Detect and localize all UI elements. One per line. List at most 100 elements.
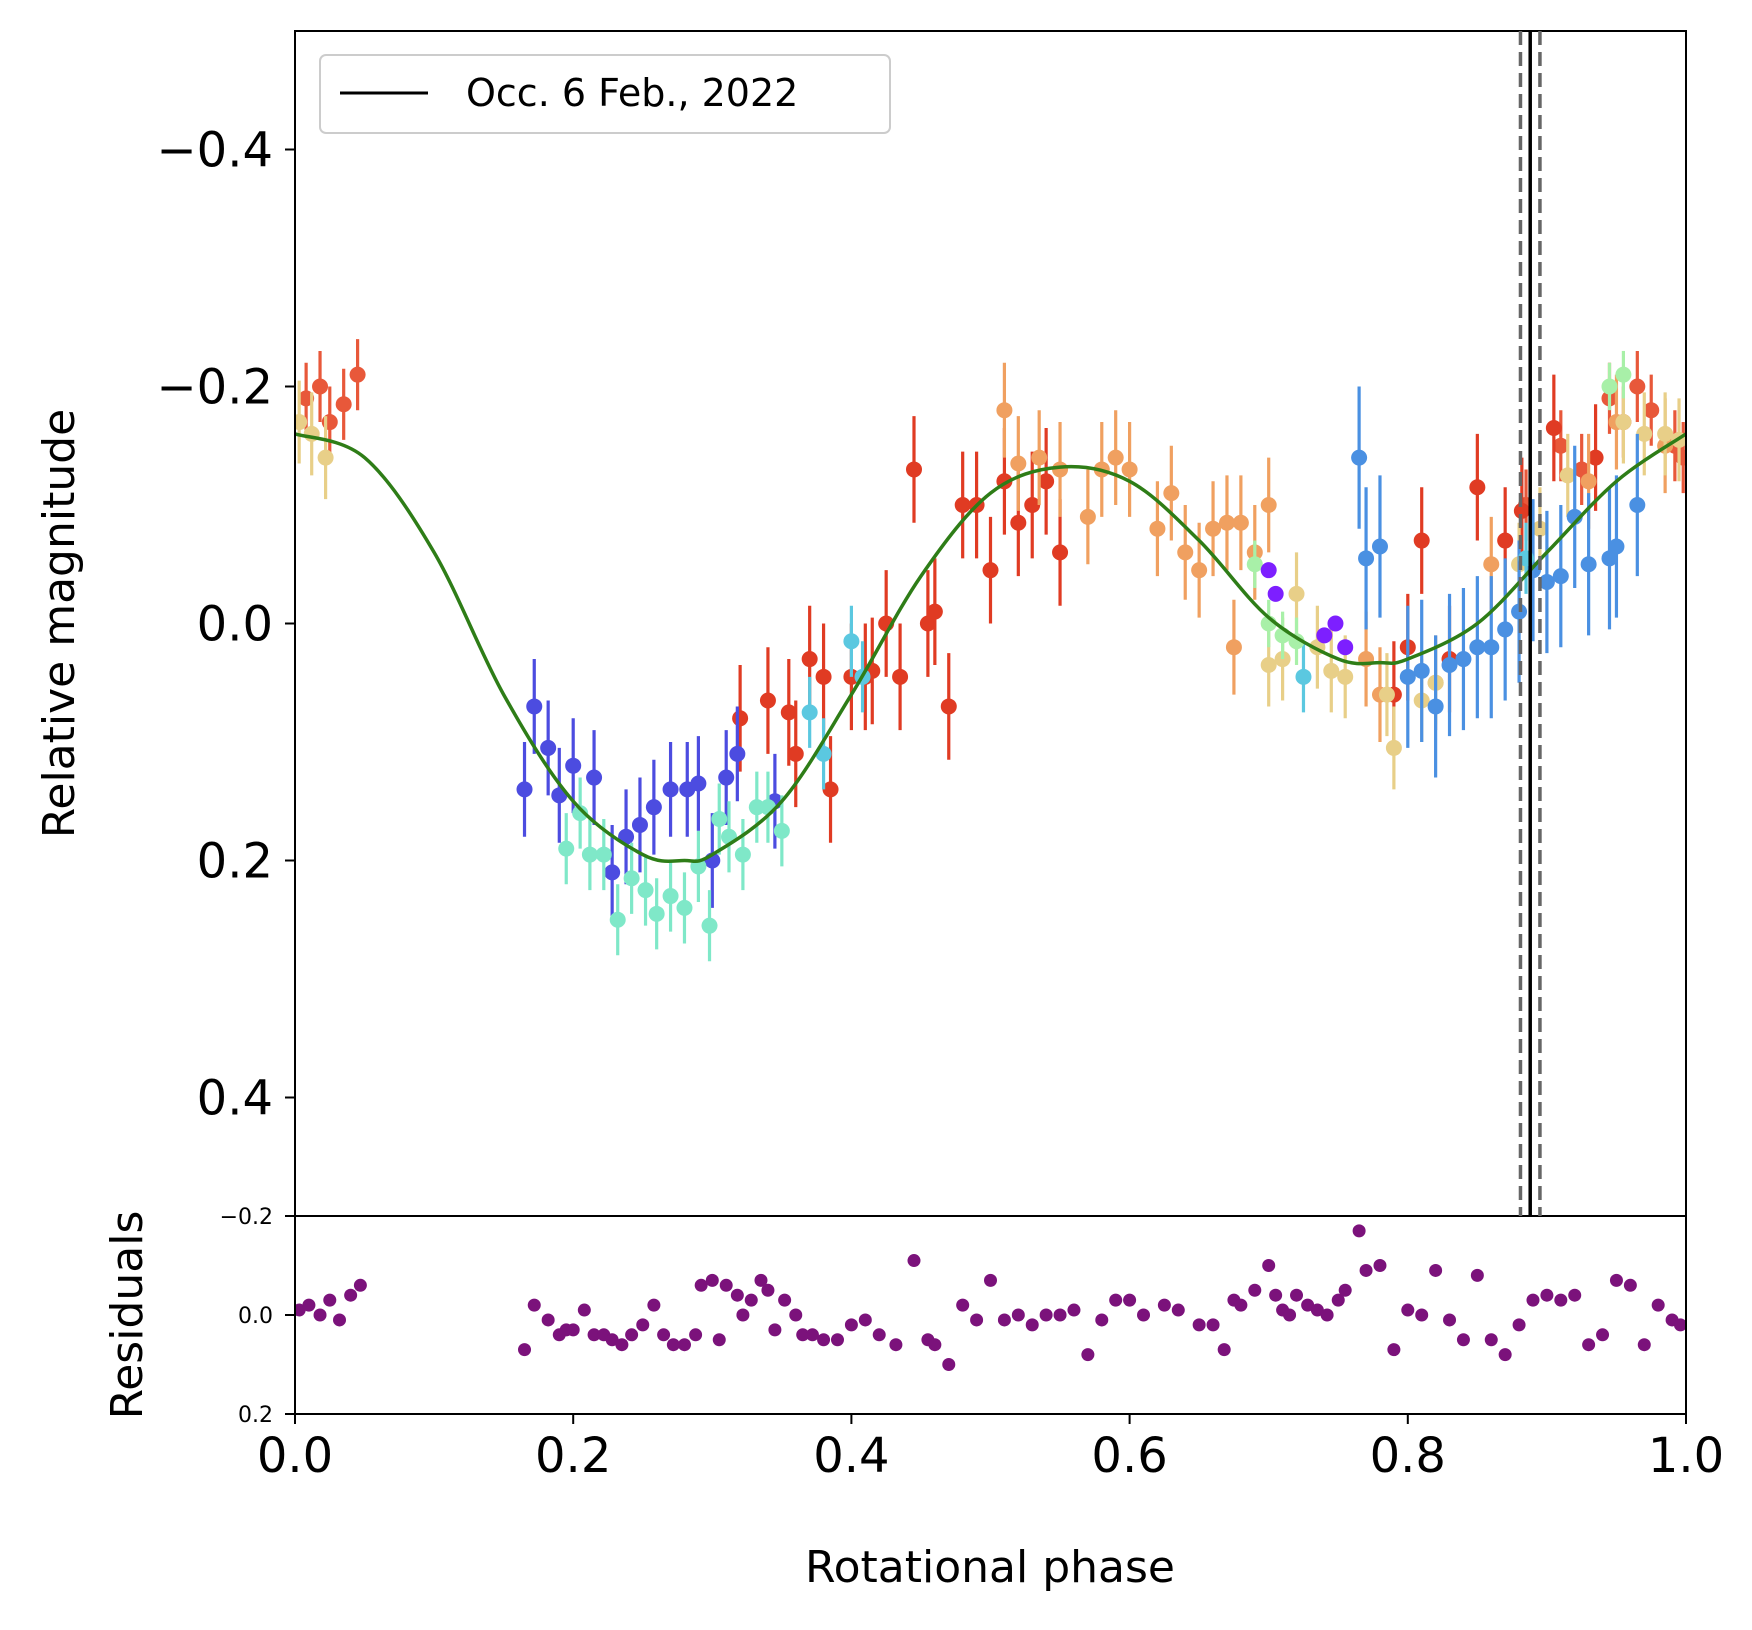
legend-box bbox=[319, 54, 891, 134]
data-point bbox=[759, 692, 776, 709]
residual-point bbox=[1269, 1288, 1283, 1302]
residual-point bbox=[1498, 1348, 1512, 1362]
residual-point bbox=[605, 1333, 619, 1347]
data-point bbox=[1469, 639, 1486, 656]
residual-point bbox=[719, 1278, 733, 1292]
data-point bbox=[1038, 473, 1055, 490]
residual-point bbox=[1359, 1263, 1373, 1277]
data-point bbox=[637, 882, 654, 899]
residual-point bbox=[1301, 1298, 1315, 1312]
data-point bbox=[1288, 585, 1305, 602]
x-axis-label: Rotational phase bbox=[805, 1542, 1175, 1593]
data-point bbox=[748, 799, 765, 816]
data-point bbox=[1629, 378, 1646, 395]
residual-point bbox=[1025, 1318, 1039, 1332]
data-point bbox=[1580, 556, 1597, 573]
data-point bbox=[1413, 662, 1430, 679]
residual-point bbox=[566, 1323, 580, 1337]
residual-point bbox=[1568, 1288, 1582, 1302]
residual-point bbox=[344, 1288, 358, 1302]
data-point bbox=[1031, 449, 1048, 466]
residual-point bbox=[1637, 1338, 1651, 1352]
data-point bbox=[734, 846, 751, 863]
residual-point bbox=[736, 1308, 750, 1322]
residual-point bbox=[796, 1328, 810, 1342]
residual-point bbox=[1234, 1298, 1248, 1312]
data-point bbox=[1580, 473, 1597, 490]
data-point bbox=[905, 461, 922, 478]
residual-point bbox=[1081, 1348, 1095, 1362]
data-point bbox=[711, 811, 728, 828]
residual-point bbox=[527, 1298, 541, 1312]
residual-point bbox=[333, 1313, 347, 1327]
residual-point bbox=[1290, 1288, 1304, 1302]
main-y-tick-label: −0.2 bbox=[156, 360, 273, 416]
data-point bbox=[822, 781, 839, 798]
residual-point bbox=[657, 1328, 671, 1342]
residual-point bbox=[1320, 1308, 1334, 1322]
data-point bbox=[1385, 739, 1402, 756]
residual-point bbox=[1373, 1259, 1387, 1272]
residual-point bbox=[1011, 1308, 1025, 1322]
data-point bbox=[1608, 538, 1625, 555]
residual-point bbox=[805, 1328, 819, 1342]
data-point bbox=[1538, 574, 1555, 591]
data-point bbox=[1513, 502, 1530, 519]
data-point bbox=[982, 562, 999, 579]
residual-point bbox=[636, 1318, 650, 1332]
residual-point bbox=[1095, 1313, 1109, 1327]
residual-point bbox=[1310, 1303, 1324, 1317]
data-point bbox=[1010, 514, 1027, 531]
residual-point bbox=[1429, 1263, 1443, 1277]
x-tick-label: 0.4 bbox=[813, 1428, 889, 1484]
residual-point bbox=[1387, 1343, 1401, 1357]
residual-point bbox=[647, 1298, 661, 1312]
residual-point bbox=[1283, 1308, 1297, 1322]
series-set-8 bbox=[801, 522, 1535, 790]
data-point bbox=[1079, 508, 1096, 525]
residual-point bbox=[1053, 1308, 1067, 1322]
data-point bbox=[1260, 497, 1277, 513]
residual-point bbox=[694, 1278, 708, 1292]
data-point bbox=[801, 651, 818, 668]
data-point bbox=[1483, 639, 1500, 656]
main-y-tick-label: −0.4 bbox=[156, 123, 273, 179]
data-point bbox=[572, 805, 589, 822]
data-point bbox=[801, 704, 818, 721]
data-point bbox=[815, 668, 832, 685]
residuals-plot-frame bbox=[294, 1215, 1687, 1415]
residual-point bbox=[689, 1328, 703, 1342]
residual-point bbox=[1673, 1318, 1686, 1332]
data-point bbox=[1483, 556, 1500, 573]
residual-point bbox=[768, 1323, 782, 1337]
residual-point bbox=[872, 1328, 886, 1342]
residual-point bbox=[1609, 1273, 1623, 1287]
data-point bbox=[1469, 479, 1486, 496]
data-point bbox=[1191, 562, 1208, 579]
data-point bbox=[516, 781, 533, 798]
data-point bbox=[645, 799, 662, 816]
data-point bbox=[1615, 366, 1632, 383]
data-point bbox=[609, 911, 626, 928]
residual-point bbox=[817, 1333, 831, 1347]
residual-point bbox=[984, 1273, 997, 1287]
residual-point bbox=[778, 1293, 792, 1307]
residual-point bbox=[615, 1338, 629, 1352]
data-point bbox=[595, 846, 612, 863]
x-tick-label: 1.0 bbox=[1648, 1428, 1724, 1484]
main-y-tick-label: 0.2 bbox=[197, 834, 273, 890]
data-point bbox=[1601, 378, 1618, 395]
residual-point bbox=[1456, 1333, 1470, 1347]
data-point bbox=[604, 864, 621, 881]
data-point bbox=[1587, 449, 1604, 466]
data-point bbox=[996, 402, 1013, 419]
data-point bbox=[631, 816, 648, 833]
data-point bbox=[317, 449, 334, 466]
data-point bbox=[1218, 514, 1235, 531]
data-point bbox=[1371, 538, 1388, 555]
data-point bbox=[648, 905, 665, 922]
series-set-7 bbox=[558, 771, 790, 962]
data-point bbox=[701, 917, 718, 934]
residual-point bbox=[858, 1313, 872, 1327]
